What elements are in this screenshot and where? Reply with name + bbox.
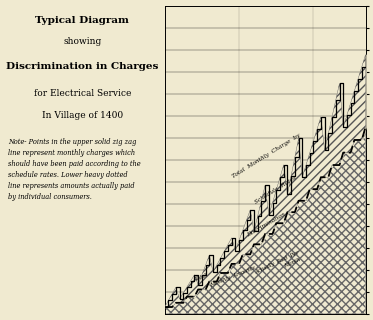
Text: In Village of 1400: In Village of 1400 <box>42 111 123 120</box>
Text: Month: Month <box>284 257 302 268</box>
Text: Note- Points in the upper solid zig zag
line represent monthly charges which
sho: Note- Points in the upper solid zig zag … <box>8 139 141 202</box>
Text: Typical Diagram: Typical Diagram <box>35 16 129 25</box>
Text: Schedule  Rates: Schedule Rates <box>254 175 297 205</box>
Text: Total: Total <box>194 272 209 282</box>
Text: Monthly  Amounts: Monthly Amounts <box>209 265 256 288</box>
Text: Discrimination in Charges: Discrimination in Charges <box>6 62 159 71</box>
Text: for Electrical Service: for Electrical Service <box>34 89 131 98</box>
Text: Actually  Paid  Per: Actually Paid Per <box>254 250 300 275</box>
Text: showing: showing <box>63 37 101 46</box>
Text: Total  Monthly  Charge  by: Total Monthly Charge by <box>232 132 302 179</box>
Text: Discrimination: Discrimination <box>247 212 287 238</box>
